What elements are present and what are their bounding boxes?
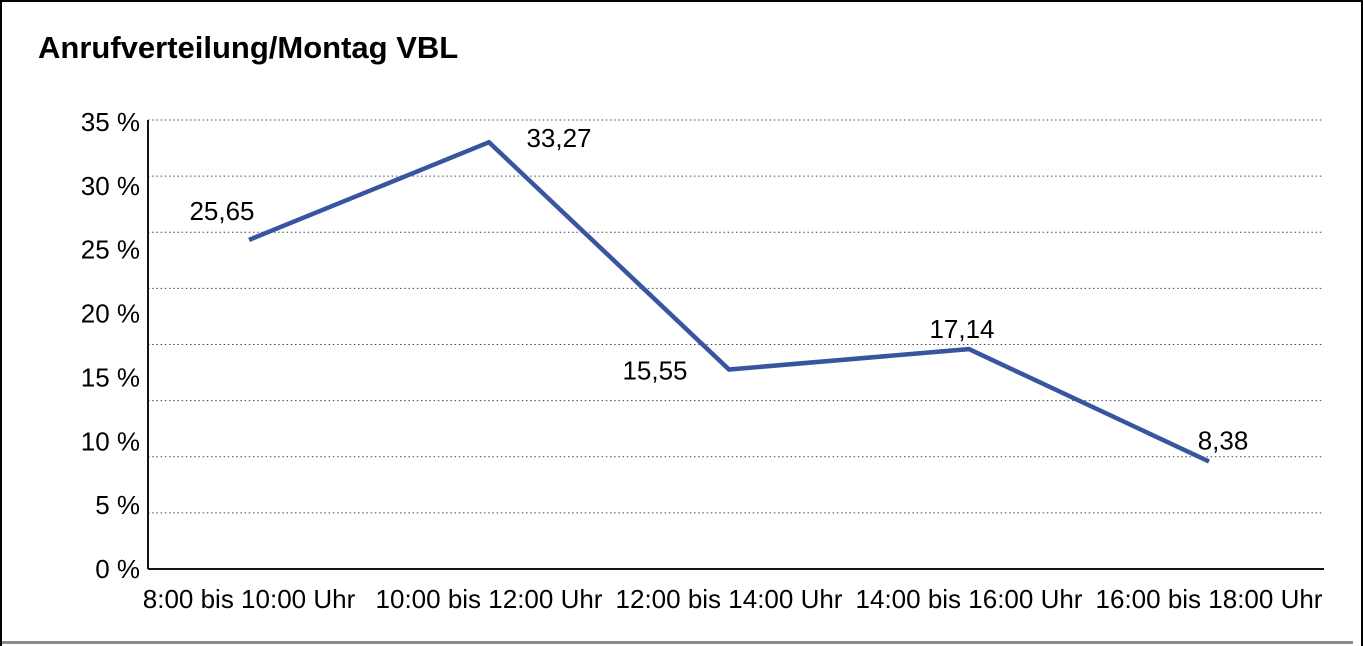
y-tick-label: 20 % xyxy=(81,299,140,329)
y-tick-label: 0 % xyxy=(95,554,140,584)
y-tick-label: 15 % xyxy=(81,362,140,392)
x-category-label: 12:00 bis 14:00 Uhr xyxy=(616,584,843,614)
chart-title: Anrufverteilung/Montag VBL xyxy=(38,30,459,65)
data-point-label: 15,55 xyxy=(622,356,687,386)
y-tick-label: 5 % xyxy=(95,490,140,520)
y-tick-label: 35 % xyxy=(81,107,140,137)
y-tick-label: 25 % xyxy=(81,235,140,265)
x-category-label: 14:00 bis 16:00 Uhr xyxy=(856,584,1083,614)
data-point-label: 25,65 xyxy=(189,196,254,226)
data-point-label: 17,14 xyxy=(929,314,994,344)
y-tick-label: 10 % xyxy=(81,426,140,456)
x-category-label: 16:00 bis 18:00 Uhr xyxy=(1096,584,1323,614)
data-point-label: 8,38 xyxy=(1198,426,1249,456)
y-tick-label: 30 % xyxy=(81,171,140,201)
bottom-divider xyxy=(2,641,1353,644)
x-category-label: 10:00 bis 12:00 Uhr xyxy=(376,584,603,614)
x-category-label: 8:00 bis 10:00 Uhr xyxy=(143,584,356,614)
series-line xyxy=(248,139,1210,464)
data-point-label: 33,27 xyxy=(526,123,591,153)
